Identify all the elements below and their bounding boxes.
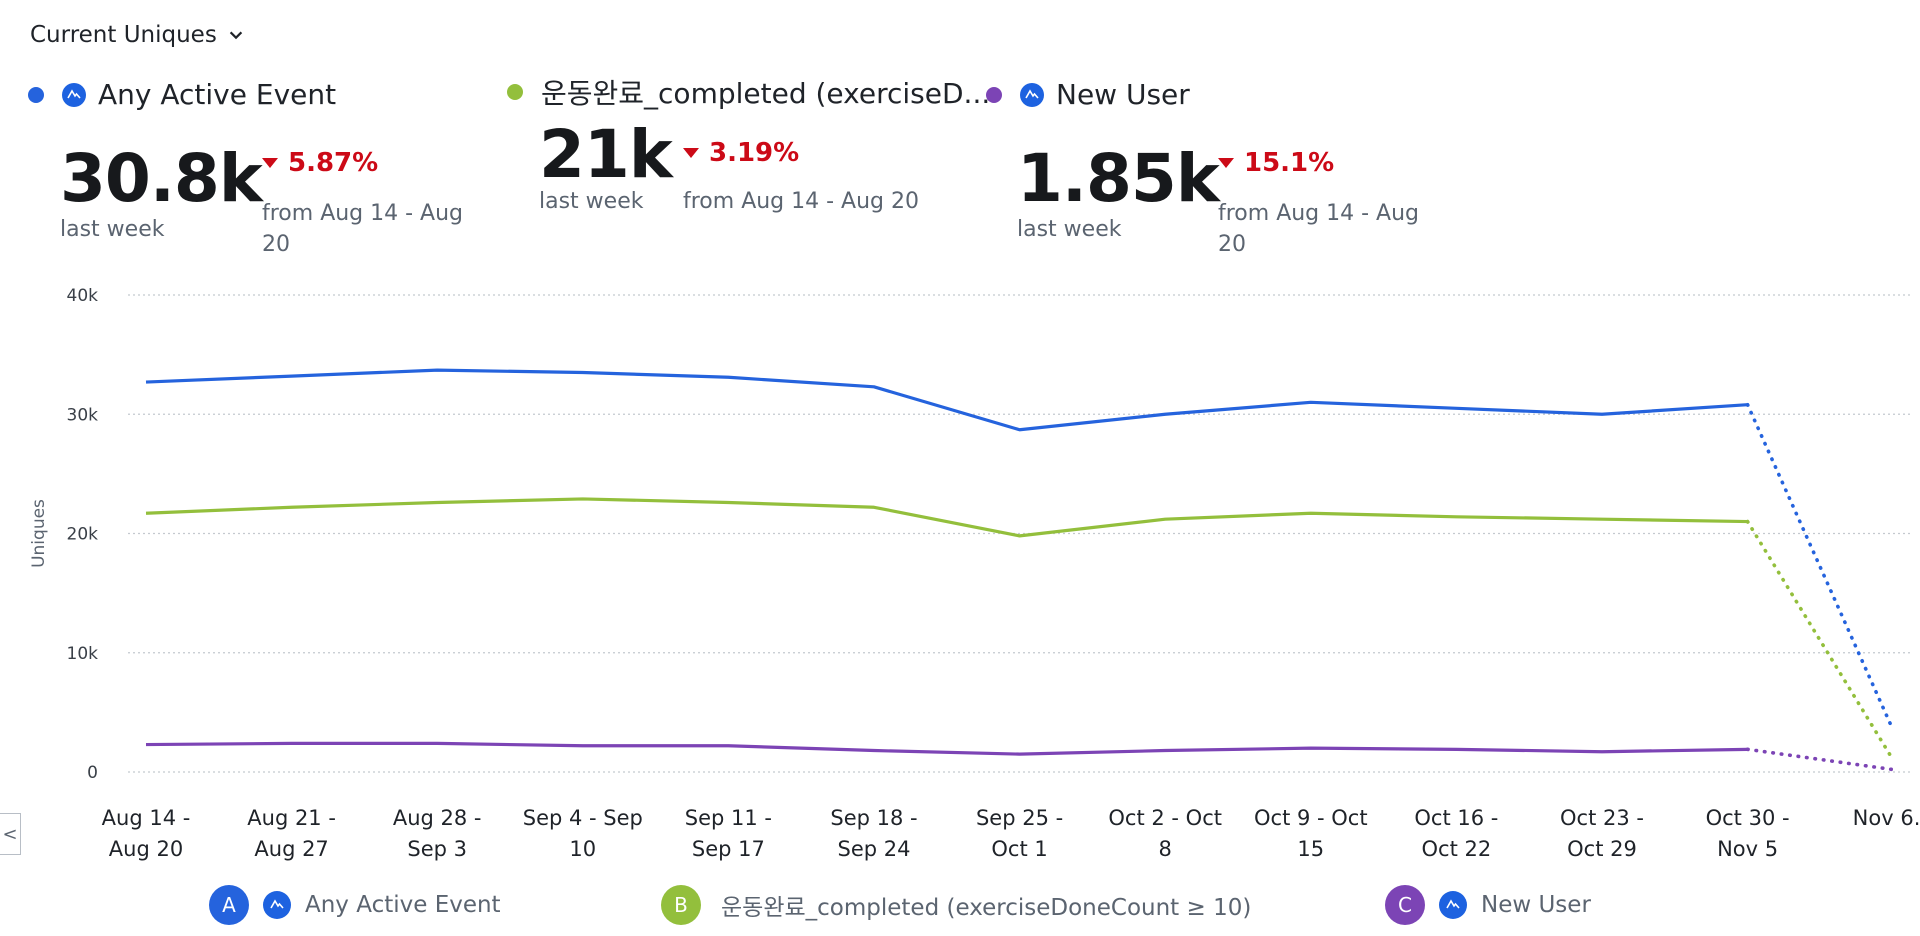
series-badge: C bbox=[1385, 885, 1425, 925]
change-value: 3.19% bbox=[709, 138, 800, 168]
y-tick-label: 10k bbox=[67, 644, 99, 664]
x-tick-label: Oct 23 -Oct 29 bbox=[1560, 806, 1644, 861]
gridlines bbox=[128, 294, 1912, 773]
down-triangle-icon bbox=[1218, 158, 1234, 168]
x-tick-label: Oct 9 - Oct 15 bbox=[1254, 806, 1368, 861]
y-tick-label: 30k bbox=[67, 405, 99, 425]
legend-item-a[interactable]: A Any Active Event bbox=[209, 885, 501, 925]
x-tick-label: Sep 18 -Sep 24 bbox=[830, 806, 917, 861]
change-value: 15.1% bbox=[1244, 148, 1335, 178]
series-incomplete-segment[interactable] bbox=[1745, 747, 1895, 772]
x-tick-label: Sep 11 -Sep 17 bbox=[685, 806, 772, 861]
collapse-panel-button[interactable]: < bbox=[0, 813, 21, 855]
x-axis-ticks: Aug 14 -Aug 20 Aug 21 -Aug 27 Aug 28 -Sep … bbox=[102, 806, 1920, 861]
x-tick-label: Oct 30 -Nov 5 bbox=[1706, 806, 1790, 861]
amplitude-event-icon bbox=[263, 891, 291, 919]
series-line-b[interactable] bbox=[145, 497, 1748, 538]
period-label: last week bbox=[1017, 217, 1122, 242]
series-color-dot bbox=[28, 86, 44, 103]
period-label: last week bbox=[60, 217, 165, 242]
series-color-dot bbox=[507, 84, 523, 100]
comparison-text: from Aug 14 - Aug 20 bbox=[262, 201, 464, 257]
change-badge: 5.87% bbox=[262, 148, 378, 178]
x-tick-label: Aug 14 -Aug 20 bbox=[102, 806, 191, 861]
legend-item-c[interactable]: C New User bbox=[1385, 885, 1591, 925]
series-incomplete-segment[interactable] bbox=[1745, 519, 1895, 762]
legend-label: 운동완료_completed (exerciseDoneCount ≥ 10) bbox=[721, 895, 1252, 921]
y-tick-label: 0 bbox=[87, 763, 98, 783]
series-badge: B bbox=[661, 885, 701, 925]
series-name[interactable]: New User bbox=[1056, 78, 1190, 111]
y-axis-ticks: 0 10k 20k 30k 40k bbox=[67, 286, 99, 783]
series-name[interactable]: Any Active Event bbox=[98, 78, 337, 111]
series-badge: A bbox=[209, 885, 249, 925]
down-triangle-icon bbox=[683, 148, 699, 158]
series-line-c[interactable] bbox=[145, 741, 1748, 756]
x-tick-label: Oct 16 -Oct 22 bbox=[1414, 806, 1498, 861]
legend-item-b[interactable]: B 운동완료_completed (exerciseDoneCount ≥ 10… bbox=[661, 885, 1251, 925]
legend-label: New User bbox=[1481, 892, 1591, 918]
metric-value: 30.8k bbox=[60, 140, 263, 217]
series-name[interactable]: 운동완료_completed (exerciseD... bbox=[541, 77, 991, 110]
x-tick-label: Oct 2 - Oct 8 bbox=[1108, 806, 1222, 861]
legend-label: Any Active Event bbox=[305, 892, 501, 918]
x-tick-label: Aug 21 -Aug 27 bbox=[247, 806, 336, 861]
x-tick-label: Sep 4 - Sep 10 bbox=[523, 806, 643, 861]
comparison-text: from Aug 14 - Aug 20 bbox=[683, 189, 920, 214]
metric-selector-label: Current Uniques bbox=[30, 22, 217, 48]
chevron-down-icon bbox=[229, 31, 242, 40]
metric-selector-dropdown[interactable]: Current Uniques bbox=[30, 22, 245, 48]
series-lines bbox=[145, 368, 1895, 772]
y-tick-label: 40k bbox=[67, 286, 99, 306]
series-line-a[interactable] bbox=[145, 368, 1748, 432]
x-tick-label: Aug 28 -Sep 3 bbox=[393, 806, 482, 861]
metric-value: 21k bbox=[539, 116, 673, 193]
series-color-dot bbox=[986, 86, 1002, 103]
y-tick-label: 20k bbox=[67, 525, 99, 545]
amplitude-event-icon bbox=[1020, 82, 1044, 107]
x-tick-label: Sep 25 -Oct 1 bbox=[976, 806, 1063, 861]
metric-value: 1.85k bbox=[1017, 140, 1220, 217]
y-axis-label: Uniques bbox=[29, 499, 49, 568]
change-badge: 15.1% bbox=[1218, 148, 1334, 178]
series-incomplete-segment[interactable] bbox=[1745, 402, 1895, 733]
comparison-text: from Aug 14 - Aug 20 bbox=[1218, 201, 1420, 257]
x-tick-label: Nov 6... bbox=[1853, 806, 1920, 830]
change-badge: 3.19% bbox=[683, 138, 799, 168]
down-triangle-icon bbox=[262, 158, 278, 168]
amplitude-event-icon bbox=[1439, 891, 1467, 919]
amplitude-event-icon bbox=[62, 82, 86, 107]
period-label: last week bbox=[539, 189, 644, 214]
close-icon: < bbox=[2, 823, 18, 845]
change-value: 5.87% bbox=[288, 148, 379, 178]
